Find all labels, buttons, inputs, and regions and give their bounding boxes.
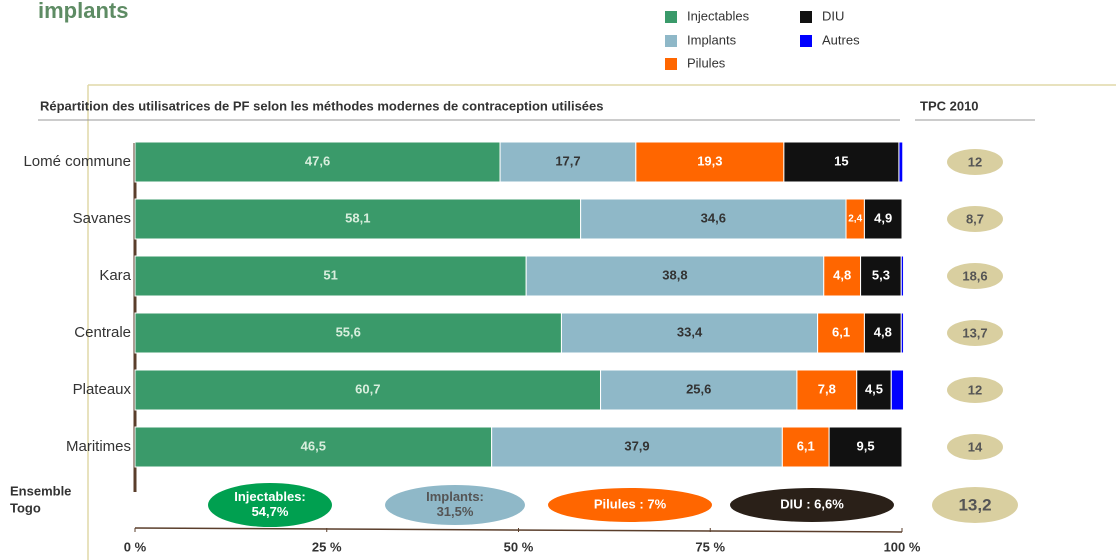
value-label: 4,5: [865, 381, 883, 396]
legend-swatch: [800, 11, 812, 23]
bar-segment: [856, 369, 892, 411]
value-label: 51: [323, 267, 337, 282]
value-label: 4,8: [833, 267, 851, 282]
bar-segment: [134, 426, 493, 468]
legend-label: Implants: [687, 32, 737, 47]
bar-segment: [525, 255, 825, 297]
value-label: 2,4: [848, 214, 862, 225]
bar-segment: [890, 369, 905, 411]
bar-segment: [900, 255, 905, 297]
value-label: 60,7: [355, 381, 380, 396]
bar-segment: [134, 369, 602, 411]
tpc-label: 12: [968, 154, 982, 169]
ensemble-text: 31,5%: [437, 504, 474, 519]
ensemble-text: DIU : 6,6%: [780, 496, 844, 511]
value-label: 6,1: [832, 324, 850, 339]
legend-swatch: [665, 58, 677, 70]
bar-segment: [828, 426, 903, 468]
value-label: 15: [834, 153, 848, 168]
tpc-label: 13,7: [962, 325, 987, 340]
legend-swatch: [665, 35, 677, 47]
tpc-badge: [947, 320, 1003, 346]
x-tick-label: 100 %: [884, 539, 921, 554]
tpc-badge: [947, 206, 1003, 232]
tpc-label: 14: [968, 439, 983, 454]
value-label: 6,1: [797, 438, 815, 453]
y-tick-label: Centrale: [74, 324, 131, 341]
x-tick-label: 25 %: [312, 539, 342, 554]
x-tick-label: 50 %: [504, 539, 534, 554]
bar-segment: [499, 141, 637, 183]
value-label: 9,5: [857, 438, 875, 453]
value-label: 25,6: [686, 381, 711, 396]
ensemble-oval: [385, 485, 525, 525]
ensemble-oval: [730, 488, 894, 522]
ensemble-text: Implants:: [426, 489, 484, 504]
bar-segment: [783, 141, 900, 183]
value-label: 4,9: [874, 210, 892, 225]
value-label: 7,8: [818, 381, 836, 396]
tpc-badge: [947, 377, 1003, 403]
legend-label: Injectables: [687, 8, 750, 23]
value-label: 46,5: [301, 438, 326, 453]
value-label: 58,1: [345, 210, 370, 225]
value-label: 38,8: [662, 267, 687, 282]
legend-label: DIU: [822, 8, 844, 23]
y-tick-label: Savanes: [73, 210, 131, 227]
tpc-badge: [947, 149, 1003, 175]
ensemble-text: 54,7%: [252, 504, 289, 519]
ensemble-label: Ensemble: [10, 483, 71, 498]
chart-title: implants: [38, 0, 128, 23]
bar-segment: [898, 141, 904, 183]
x-tick-label: 75 %: [695, 539, 725, 554]
legend-swatch: [800, 35, 812, 47]
bar-segment: [781, 426, 830, 468]
bar-segment: [863, 198, 903, 240]
value-label: 34,6: [701, 210, 726, 225]
bar-segment: [823, 255, 862, 297]
y-tick-label: Kara: [99, 267, 131, 284]
bar-segment: [863, 312, 902, 354]
legend-label: Autres: [822, 32, 860, 47]
value-label: 47,6: [305, 153, 330, 168]
bar-segment: [134, 255, 527, 297]
tpc-label: 18,6: [962, 268, 987, 283]
ensemble-oval: [208, 483, 332, 527]
legend-label: Pilules: [687, 55, 726, 70]
bar-segment: [134, 141, 501, 183]
bar-segment: [817, 312, 865, 354]
value-label: 4,8: [874, 324, 892, 339]
y-tick-label: Plateaux: [73, 381, 132, 398]
bar-segment: [796, 369, 858, 411]
ensemble-label: Togo: [10, 500, 41, 515]
subtitle: Répartition des utilisatrices de PF selo…: [40, 98, 604, 113]
ensemble-tpc: 13,2: [958, 495, 991, 514]
legend-swatch: [665, 11, 677, 23]
tpc-label: 8,7: [966, 211, 984, 226]
ensemble-text: Injectables:: [234, 489, 306, 504]
tpc-badge: [947, 263, 1003, 289]
ensemble-tpc-badge: [932, 487, 1018, 523]
side-header: TPC 2010: [920, 98, 979, 113]
tpc-badge: [947, 434, 1003, 460]
bar-segment: [900, 312, 905, 354]
x-tick-label: 0 %: [124, 539, 147, 554]
value-label: 17,7: [555, 153, 580, 168]
value-label: 33,4: [677, 324, 703, 339]
bar-segment: [491, 426, 783, 468]
ensemble-text: Pilules : 7%: [594, 496, 667, 511]
value-label: 5,3: [872, 267, 890, 282]
value-label: 19,3: [697, 153, 722, 168]
value-label: 55,6: [336, 324, 361, 339]
ensemble-oval: [548, 488, 712, 522]
tpc-label: 12: [968, 382, 982, 397]
value-label: 37,9: [624, 438, 649, 453]
y-tick-label: Lomé commune: [23, 153, 131, 170]
y-tick-label: Maritimes: [66, 438, 131, 455]
